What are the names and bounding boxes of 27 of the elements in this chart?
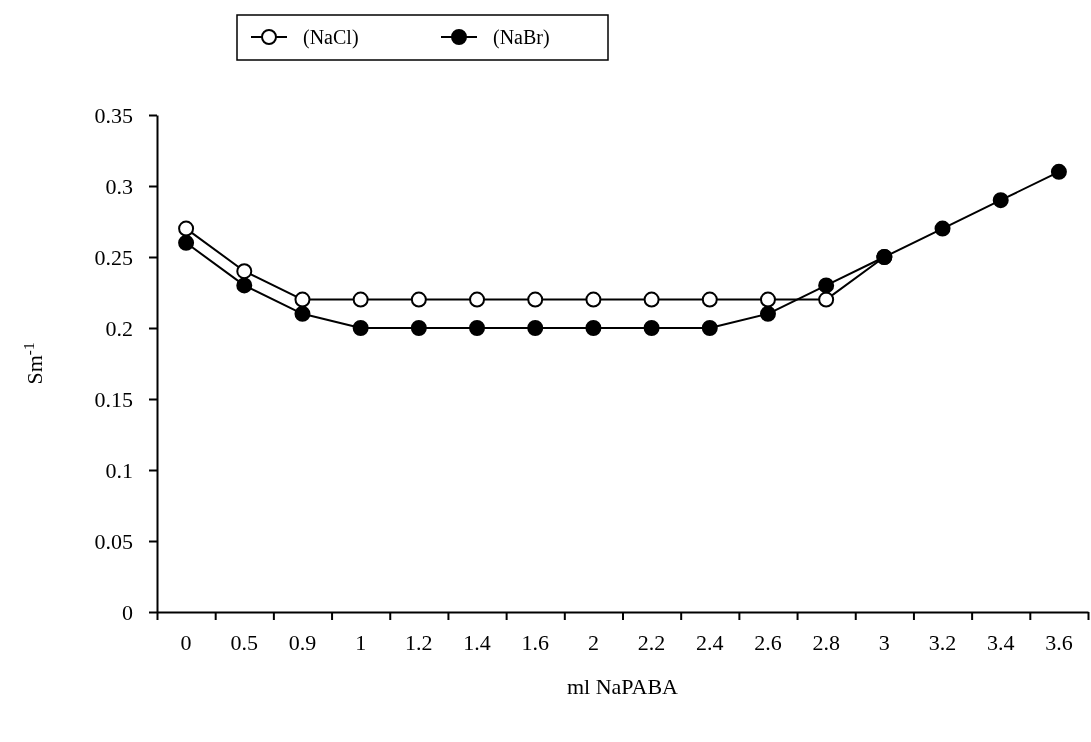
x-axis-title: ml NaPABA xyxy=(566,674,679,699)
x-tick-label: 2.2 xyxy=(637,629,666,655)
legend-label: (NaBr) xyxy=(493,26,550,49)
y-tick-label: 0.05 xyxy=(94,528,133,554)
x-tick-label: 3.2 xyxy=(928,629,957,655)
x-tick-label: 3.4 xyxy=(986,629,1015,655)
y-tick-label: 0 xyxy=(122,599,133,625)
x-tick-label: 0 xyxy=(180,629,192,655)
y-tick-label: 0.2 xyxy=(105,315,133,341)
y-tick-label: 0.15 xyxy=(94,386,133,412)
x-tick-label: 3 xyxy=(878,629,890,655)
x-tick-label: 1.6 xyxy=(521,629,549,655)
y-tick-label: 0.25 xyxy=(94,244,133,270)
y-tick-label: 0.1 xyxy=(105,457,133,483)
y-tick-label: 0.3 xyxy=(105,173,133,199)
x-tick-label: 2 xyxy=(587,629,599,655)
x-tick-label: 3.6 xyxy=(1045,629,1073,655)
x-tick-label: 2.8 xyxy=(812,629,840,655)
legend-label: (NaCl) xyxy=(303,26,359,49)
x-tick-label: 0.9 xyxy=(288,629,317,655)
x-tick-label: 1.2 xyxy=(405,629,433,655)
x-tick-label: 2.4 xyxy=(696,629,724,655)
y-tick-label: 0.35 xyxy=(94,102,133,128)
x-tick-label: 2.6 xyxy=(754,629,782,655)
x-tick-label: 1.4 xyxy=(463,629,491,655)
x-tick-label: 0.5 xyxy=(230,629,259,655)
x-tick-label: 1 xyxy=(355,629,367,655)
